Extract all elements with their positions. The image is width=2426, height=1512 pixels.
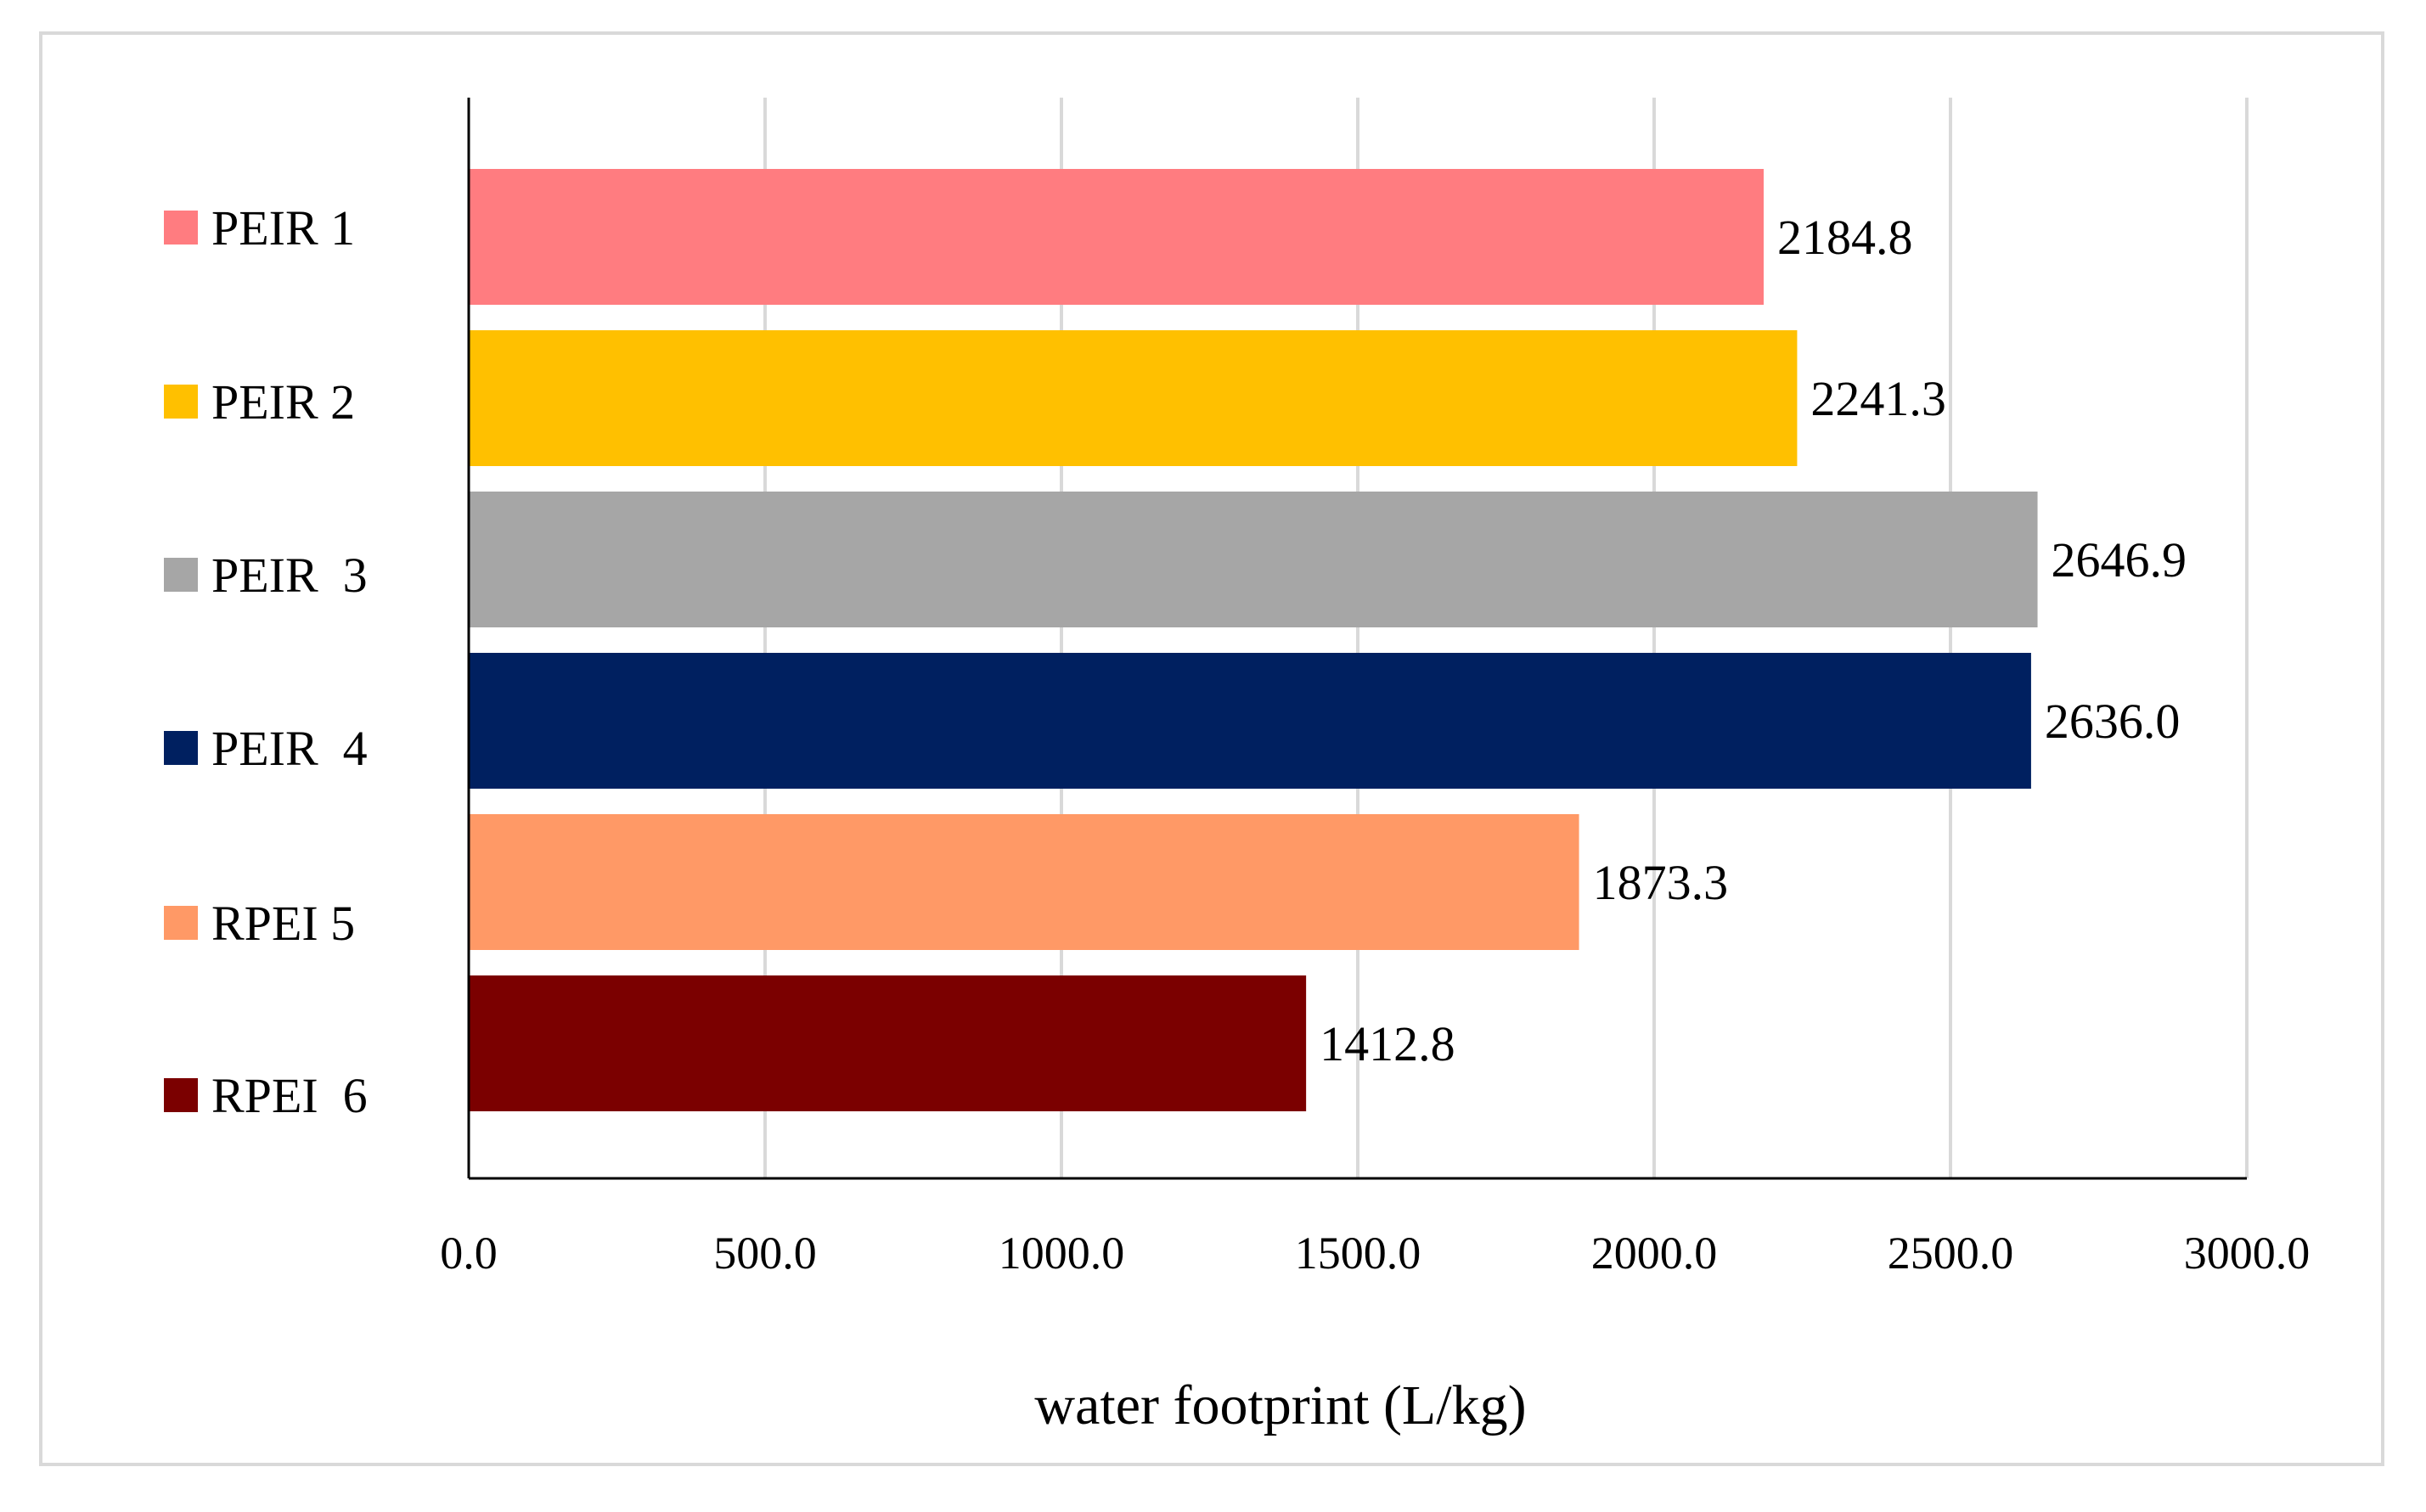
x-tick-label: 2500.0	[1888, 1228, 2014, 1279]
bar	[469, 330, 1798, 466]
legend-swatch	[164, 558, 198, 592]
value-label: 2636.0	[2045, 694, 2181, 749]
bar	[469, 492, 2038, 627]
bar	[469, 653, 2031, 789]
value-labels: 2184.8 2241.3 2646.9 2636.0 1873.3 1412.8	[1320, 210, 2187, 1071]
value-label: 1412.8	[1320, 1016, 1455, 1071]
legend-label: PEIR 3	[211, 548, 368, 603]
x-tick-label: 500.0	[713, 1228, 817, 1279]
x-tick-label: 0.0	[440, 1228, 498, 1279]
bars	[469, 169, 2038, 1111]
x-axis-title: water footprint (L/kg)	[1034, 1374, 1526, 1436]
x-tick-label: 2000.0	[1591, 1228, 1718, 1279]
legend-swatch	[164, 1078, 198, 1112]
x-tick-label: 1500.0	[1295, 1228, 1421, 1279]
legend-label: RPEI 5	[211, 896, 355, 951]
bar	[469, 814, 1579, 950]
legend-swatch	[164, 731, 198, 765]
bar	[469, 169, 1764, 305]
legend-label: PEIR 2	[211, 374, 355, 430]
value-label: 2241.3	[1810, 371, 1946, 426]
legend-swatch	[164, 385, 198, 419]
value-label: 2646.9	[2052, 532, 2187, 587]
bar	[469, 975, 1307, 1111]
value-label: 1873.3	[1593, 855, 1729, 910]
legend-swatch	[164, 906, 198, 940]
legend-label: PEIR 4	[211, 721, 368, 776]
legend-swatch	[164, 211, 198, 245]
x-tick-label: 3000.0	[2184, 1228, 2311, 1279]
legend: PEIR 1 PEIR 2 PEIR 3 PEIR 4 RPEI 5 RPEI 6	[164, 200, 368, 1123]
axes	[467, 98, 2247, 1180]
x-tick-labels: 0.0 500.0 1000.0 1500.0 2000.0 2500.0 3000.0	[440, 1228, 2310, 1279]
legend-label: RPEI 6	[211, 1068, 368, 1123]
x-tick-label: 1000.0	[999, 1228, 1125, 1279]
value-label: 2184.8	[1777, 210, 1913, 265]
legend-label: PEIR 1	[211, 200, 355, 256]
